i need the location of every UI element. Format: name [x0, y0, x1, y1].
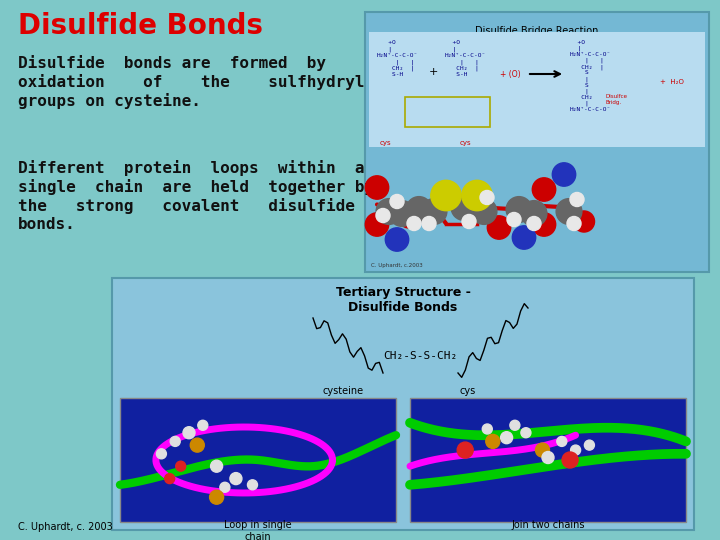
Circle shape — [376, 199, 402, 225]
Circle shape — [406, 197, 432, 222]
Circle shape — [462, 214, 476, 228]
Circle shape — [573, 211, 595, 232]
Circle shape — [365, 176, 389, 199]
Text: the   strong   covalent   disulfide: the strong covalent disulfide — [18, 198, 355, 214]
Text: cysteine: cysteine — [323, 386, 364, 396]
Text: single  chain  are  held  together by: single chain are held together by — [18, 179, 374, 195]
Circle shape — [480, 191, 494, 205]
Text: Join two chains: Join two chains — [511, 520, 585, 530]
Circle shape — [552, 163, 576, 186]
Circle shape — [527, 217, 541, 231]
Text: cys: cys — [459, 140, 471, 146]
Text: Different  protein  loops  within  a: Different protein loops within a — [18, 160, 364, 176]
Text: oxidation    of    the    sulfhydryl: oxidation of the sulfhydryl — [18, 74, 364, 90]
Circle shape — [190, 438, 204, 452]
Circle shape — [513, 226, 536, 249]
Circle shape — [451, 194, 477, 220]
Text: +O
   |
H₂N⁺-C-C-O⁻
     |   |
    CH₂  |
    S-H: +O | H₂N⁺-C-C-O⁻ | | CH₂ | S-H — [377, 40, 418, 78]
Bar — [365, 12, 709, 272]
Circle shape — [507, 212, 521, 226]
Circle shape — [165, 474, 175, 484]
Circle shape — [210, 490, 224, 504]
Circle shape — [532, 213, 556, 236]
Text: CH₂-S-S-CH₂: CH₂-S-S-CH₂ — [383, 351, 457, 361]
Circle shape — [521, 428, 531, 438]
Circle shape — [500, 431, 513, 444]
Bar — [369, 151, 705, 268]
Text: Disulfide Bonds: Disulfide Bonds — [18, 12, 263, 40]
Circle shape — [585, 440, 595, 450]
Circle shape — [510, 420, 520, 430]
Circle shape — [385, 228, 409, 251]
Circle shape — [220, 482, 230, 492]
Circle shape — [532, 178, 556, 201]
Circle shape — [398, 207, 420, 228]
Circle shape — [521, 201, 547, 226]
Text: Loop in single
chain: Loop in single chain — [224, 520, 292, 540]
Circle shape — [482, 424, 492, 434]
Circle shape — [176, 461, 186, 471]
Circle shape — [389, 201, 415, 226]
Bar — [405, 97, 490, 127]
Circle shape — [170, 436, 180, 447]
Text: Tertiary Structure -
Disulfide Bonds: Tertiary Structure - Disulfide Bonds — [336, 286, 470, 314]
Circle shape — [390, 194, 404, 208]
Bar — [120, 398, 396, 522]
Circle shape — [570, 192, 584, 206]
Circle shape — [562, 452, 578, 468]
Circle shape — [376, 208, 390, 222]
Text: groups on cysteine.: groups on cysteine. — [18, 93, 201, 109]
Circle shape — [536, 443, 549, 457]
Circle shape — [487, 216, 510, 239]
Text: +  H₂O: + H₂O — [660, 79, 684, 85]
Circle shape — [506, 197, 532, 222]
Circle shape — [542, 451, 554, 463]
Text: C. Uphardt, c.2003: C. Uphardt, c.2003 — [371, 263, 423, 268]
Text: +O
  |
H₂N⁺-C-C-O⁻
    |   |
   CH₂  |
    S
    |
    S
    |
   CH₂
    |
H₂N⁺: +O | H₂N⁺-C-C-O⁻ | | CH₂ | S | S | CH₂ |… — [570, 40, 611, 112]
Text: Disulfide  bonds are  formed  by: Disulfide bonds are formed by — [18, 55, 326, 71]
Text: + (O): + (O) — [500, 70, 521, 78]
Circle shape — [567, 217, 581, 231]
Bar — [112, 278, 694, 530]
Circle shape — [462, 180, 492, 211]
Circle shape — [365, 213, 389, 236]
Circle shape — [198, 420, 208, 430]
Circle shape — [422, 217, 436, 231]
Circle shape — [156, 449, 166, 459]
Circle shape — [486, 434, 500, 448]
Text: +: + — [428, 67, 438, 77]
Text: cys: cys — [379, 140, 391, 146]
Circle shape — [457, 442, 473, 458]
Text: C. Uphardt, c. 2003: C. Uphardt, c. 2003 — [18, 522, 113, 532]
Circle shape — [183, 427, 195, 438]
Text: Disulfide Bridge Reaction: Disulfide Bridge Reaction — [475, 26, 599, 36]
Circle shape — [248, 480, 258, 490]
Circle shape — [471, 199, 497, 225]
Text: Disulfce
Bridg.: Disulfce Bridg. — [605, 94, 627, 105]
Circle shape — [556, 199, 582, 225]
Text: cys: cys — [460, 386, 476, 396]
Circle shape — [407, 217, 421, 231]
Text: bonds.: bonds. — [18, 217, 76, 232]
Circle shape — [557, 436, 567, 447]
Circle shape — [421, 199, 447, 225]
Circle shape — [431, 180, 462, 211]
Text: +O
  |
H₂N⁺-C-C-O⁻
    |   |
   CH₂  |
   S-H: +O | H₂N⁺-C-C-O⁻ | | CH₂ | S-H — [445, 40, 486, 78]
Circle shape — [230, 472, 242, 484]
Bar — [369, 32, 705, 147]
Circle shape — [210, 460, 222, 472]
Circle shape — [571, 445, 580, 455]
Bar — [410, 398, 686, 522]
